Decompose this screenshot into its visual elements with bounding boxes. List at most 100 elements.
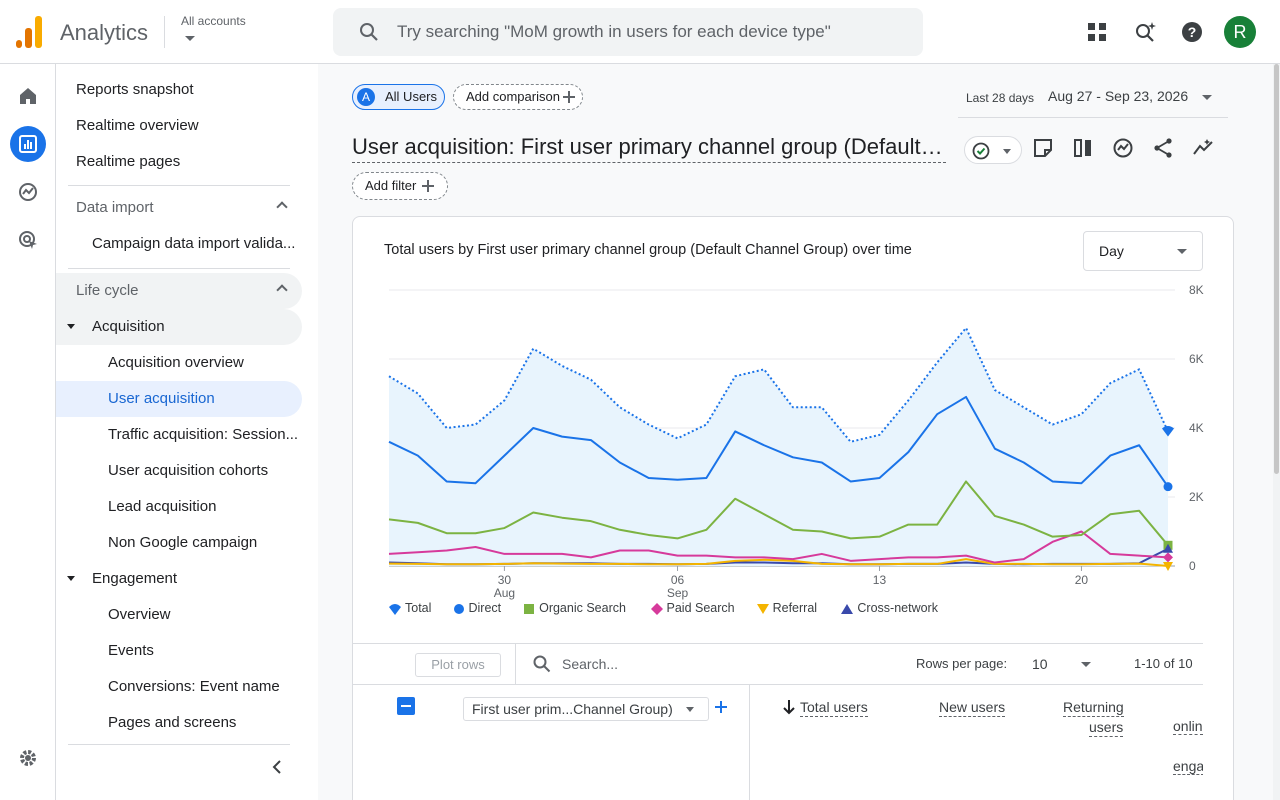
account-caret-icon[interactable] bbox=[185, 36, 195, 41]
add-comparison-label: Add comparison bbox=[466, 89, 560, 104]
nav-item-conversions[interactable]: Conversions: Event name bbox=[56, 669, 302, 705]
trend-icon[interactable] bbox=[1192, 137, 1214, 159]
annotation-icon[interactable] bbox=[1032, 137, 1054, 159]
reports-icon[interactable] bbox=[10, 126, 46, 162]
search-bar[interactable]: Try searching "MoM growth in users for e… bbox=[333, 8, 923, 56]
column-header-total-users[interactable]: Total users bbox=[800, 699, 868, 717]
nav-item-acquisition-overview[interactable]: Acquisition overview bbox=[56, 345, 302, 381]
scrollbar-thumb[interactable] bbox=[1274, 64, 1279, 474]
nav-item-label: User acquisition bbox=[108, 390, 215, 407]
help-icon[interactable]: ? bbox=[1180, 20, 1204, 44]
add-filter-button[interactable]: Add filter bbox=[352, 172, 448, 200]
date-range-label[interactable]: Last 28 days bbox=[966, 91, 1035, 105]
series-end-marker bbox=[1163, 552, 1173, 563]
apps-grid-icon[interactable] bbox=[1085, 20, 1109, 44]
nav-group-engagement[interactable]: Engagement bbox=[56, 561, 302, 597]
nav-item-label: User acquisition cohorts bbox=[108, 462, 269, 479]
y-tick-label: 2K bbox=[1189, 490, 1204, 504]
date-range-value[interactable]: Aug 27 - Sep 23, 2026 bbox=[1048, 88, 1189, 104]
chevron-left-icon[interactable] bbox=[270, 760, 284, 774]
nav-item-label: Traffic acquisition: Session... bbox=[108, 426, 299, 443]
nav-item-label: Events bbox=[108, 642, 154, 659]
search-insights-icon[interactable] bbox=[1133, 20, 1157, 44]
nav-section-life-cycle[interactable]: Life cycle bbox=[56, 273, 302, 309]
nav-item-realtime-overview[interactable]: Realtime overview bbox=[56, 108, 302, 144]
nav-item-traffic-acquisition[interactable]: Traffic acquisition: Session... bbox=[56, 417, 302, 453]
legend-marker-icon bbox=[524, 604, 535, 614]
series-line-total bbox=[388, 326, 1169, 443]
nav-item-pages-and-screens[interactable]: Pages and screens bbox=[56, 705, 302, 741]
add-dimension-icon[interactable] bbox=[715, 701, 727, 713]
legend-label: Total bbox=[405, 601, 432, 615]
insights-icon[interactable] bbox=[1112, 137, 1134, 159]
x-tick-label: Sep bbox=[667, 586, 689, 600]
caret-down-icon bbox=[1177, 249, 1187, 254]
nav-item-reports-snapshot[interactable]: Reports snapshot bbox=[56, 72, 302, 108]
nav-item-label: Lead acquisition bbox=[108, 498, 217, 515]
nav-item-user-acquisition[interactable]: User acquisition bbox=[56, 381, 302, 417]
nav-item-label: Non Google campaign bbox=[108, 534, 258, 551]
column-header-label: users bbox=[1089, 719, 1124, 737]
svg-text:?: ? bbox=[1188, 24, 1197, 40]
nav-section-label: Life cycle bbox=[76, 282, 139, 299]
nav-item-events[interactable]: Events bbox=[56, 633, 302, 669]
column-header-fragment[interactable]: enga bbox=[1173, 758, 1203, 775]
toolbar-divider bbox=[515, 644, 516, 684]
home-icon[interactable] bbox=[10, 78, 46, 114]
date-dropdown-icon[interactable] bbox=[1202, 95, 1212, 100]
nav-section-data-import[interactable]: Data import bbox=[56, 190, 302, 226]
reports-nav: Reports snapshot Realtime overview Realt… bbox=[56, 64, 318, 800]
nav-item-realtime-pages[interactable]: Realtime pages bbox=[56, 144, 302, 180]
legend-label: Organic Search bbox=[539, 601, 626, 615]
add-comparison-button[interactable]: Add comparison bbox=[453, 84, 583, 110]
analytics-logo[interactable] bbox=[16, 16, 42, 48]
legend-marker-icon bbox=[650, 603, 663, 615]
x-tick-label: Aug bbox=[494, 586, 515, 600]
nav-item-label: Realtime pages bbox=[76, 153, 181, 170]
report-status-menu[interactable] bbox=[964, 136, 1022, 164]
rows-per-page-select[interactable]: 10 bbox=[1032, 656, 1048, 672]
explore-icon[interactable] bbox=[10, 174, 46, 210]
column-header-label: Returning bbox=[1063, 699, 1124, 717]
nav-divider bbox=[68, 744, 290, 745]
caret-down-icon[interactable] bbox=[1081, 662, 1091, 667]
page-title[interactable]: User acquisition: First user primary cha… bbox=[352, 134, 946, 163]
status-check-icon bbox=[972, 142, 990, 160]
dimension-select[interactable]: First user prim...Channel Group) bbox=[463, 697, 709, 721]
nav-item-campaign-data-import[interactable]: Campaign data import valida... bbox=[56, 226, 302, 262]
avatar[interactable]: R bbox=[1224, 16, 1256, 48]
nav-item-non-google-campaign[interactable]: Non Google campaign bbox=[56, 525, 302, 561]
nav-item-engagement-overview[interactable]: Overview bbox=[56, 597, 302, 633]
column-header-new-users[interactable]: New users bbox=[939, 699, 1006, 717]
comparison-chip-all-users[interactable]: A All Users bbox=[352, 84, 445, 110]
granularity-select[interactable]: Day bbox=[1083, 231, 1203, 271]
nav-divider bbox=[68, 185, 290, 186]
plot-rows-button[interactable]: Plot rows bbox=[415, 653, 501, 677]
caret-down-icon bbox=[686, 707, 694, 712]
column-header-fragment[interactable]: onlin bbox=[1173, 718, 1203, 735]
account-selector-label[interactable]: All accounts bbox=[181, 14, 246, 28]
series-end-marker bbox=[1163, 562, 1173, 571]
compare-icon[interactable] bbox=[1072, 137, 1094, 159]
nav-item-label: Campaign data import valida... bbox=[92, 235, 296, 252]
caret-down-icon bbox=[67, 324, 75, 329]
nav-item-label: Pages and screens bbox=[108, 714, 237, 731]
settings-icon[interactable] bbox=[10, 740, 46, 776]
sort-down-icon[interactable] bbox=[783, 699, 795, 715]
nav-section-label: Data import bbox=[76, 199, 154, 216]
nav-item-lead-acquisition[interactable]: Lead acquisition bbox=[56, 489, 302, 525]
series-end-marker bbox=[1162, 425, 1174, 437]
legend-marker-icon bbox=[389, 604, 401, 615]
total-area bbox=[389, 327, 1168, 566]
select-all-checkbox[interactable] bbox=[397, 697, 415, 715]
legend-label: Paid Search bbox=[666, 601, 735, 615]
y-tick-label: 6K bbox=[1189, 352, 1204, 366]
nav-item-user-acquisition-cohorts[interactable]: User acquisition cohorts bbox=[56, 453, 302, 489]
column-header-returning-users[interactable]: Returning users bbox=[1063, 698, 1124, 737]
share-icon[interactable] bbox=[1152, 137, 1174, 159]
nav-group-acquisition[interactable]: Acquisition bbox=[56, 309, 302, 345]
table-search-input[interactable]: Search... bbox=[562, 656, 619, 672]
advertising-icon[interactable] bbox=[10, 222, 46, 258]
nav-item-label: Conversions: Event name bbox=[108, 678, 280, 695]
